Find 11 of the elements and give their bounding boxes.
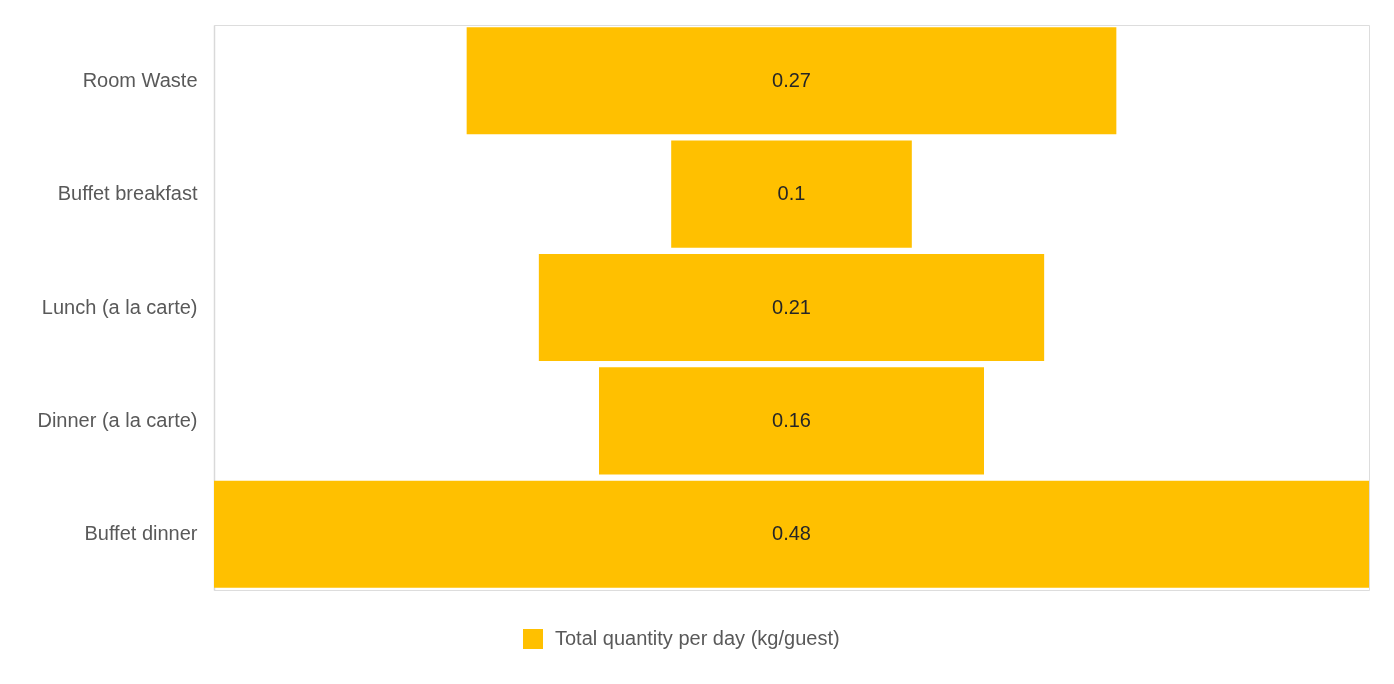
data-label: 0.21 <box>772 295 811 318</box>
category-label: Dinner (a la carte) <box>37 408 198 431</box>
legend-label: Total quantity per day (kg/guest) <box>555 627 840 649</box>
category-label: Room Waste <box>82 68 198 91</box>
category-label: Lunch (a la carte) <box>41 295 198 318</box>
data-label: 0.48 <box>772 522 811 545</box>
data-label: 0.27 <box>772 68 811 91</box>
data-label: 0.16 <box>772 408 811 431</box>
category-label: Buffet breakfast <box>57 182 198 205</box>
data-label: 0.1 <box>777 182 806 205</box>
category-label: Buffet dinner <box>84 522 198 545</box>
